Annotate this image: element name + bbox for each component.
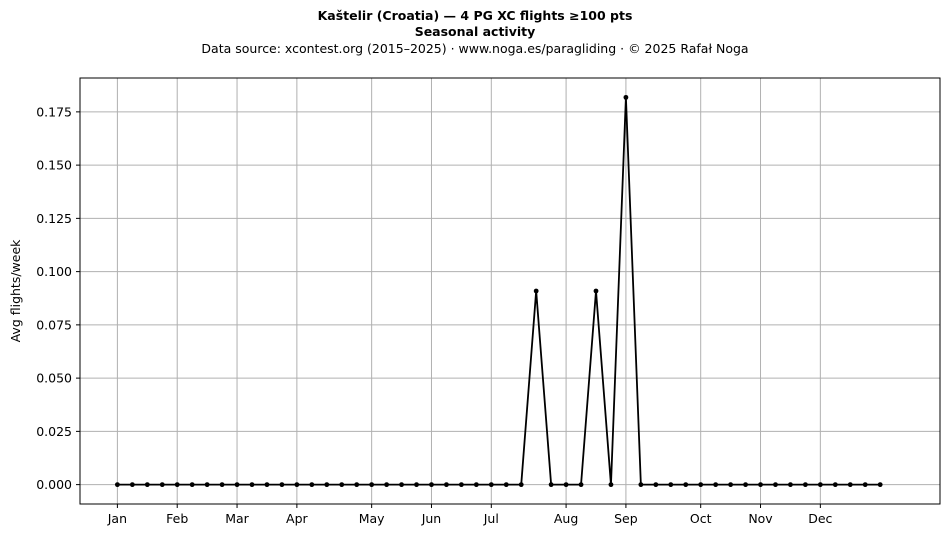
data-point	[563, 482, 569, 488]
data-point	[847, 482, 853, 488]
x-tick-label: Apr	[286, 511, 308, 526]
data-point	[309, 482, 315, 488]
series-line	[117, 96, 881, 486]
data-point	[817, 482, 823, 488]
plot-frame	[79, 77, 941, 505]
data-point	[743, 482, 748, 488]
y-tick-label: 0.125	[36, 211, 72, 226]
data-point	[533, 288, 539, 294]
data-point	[174, 482, 180, 488]
x-tick-label: Feb	[166, 511, 188, 526]
chart-title: Kaštelir (Croatia) — 4 PG XC flights ≥10…	[317, 8, 633, 23]
data-point	[354, 482, 360, 488]
data-point	[369, 482, 375, 488]
y-axis-label: Avg flights/week	[8, 239, 23, 343]
data-point	[668, 482, 674, 488]
data-point	[324, 482, 330, 488]
x-tick-label: Jun	[421, 511, 442, 526]
data-point	[189, 482, 195, 488]
data-point	[399, 482, 404, 488]
data-point	[114, 482, 120, 488]
data-point	[802, 482, 808, 488]
x-tick-label: Jul	[483, 511, 499, 526]
data-point	[444, 482, 449, 488]
y-tick-label: 0.025	[36, 424, 72, 439]
data-point	[653, 482, 659, 488]
data-point	[458, 482, 464, 488]
x-tick-label: Aug	[554, 511, 578, 526]
data-point	[294, 482, 300, 488]
data-point	[503, 482, 509, 488]
x-tick-label: Nov	[748, 511, 773, 526]
y-tick-label: 0.050	[36, 371, 72, 386]
x-tick-label: May	[359, 511, 385, 526]
data-point	[862, 482, 868, 488]
x-tick-label: Dec	[808, 511, 832, 526]
data-point	[159, 482, 165, 488]
data-point	[608, 482, 614, 488]
data-point	[264, 482, 270, 488]
data-point	[144, 482, 150, 488]
x-tick-label: Jan	[107, 511, 127, 526]
data-point	[713, 482, 719, 488]
data-point	[204, 482, 210, 488]
data-point	[877, 482, 883, 488]
data-point	[414, 482, 419, 488]
chart-subtitle: Seasonal activity	[414, 24, 536, 39]
grid-lines	[80, 78, 940, 504]
data-point	[788, 482, 793, 488]
data-point	[832, 482, 838, 488]
data-point	[518, 482, 524, 488]
data-point	[473, 482, 479, 488]
data-point	[548, 482, 554, 488]
y-axis: 0.000 0.025 0.050 0.075 0.100 0.125 0.150 0.175	[36, 104, 80, 492]
data-point	[623, 94, 629, 100]
data-point	[129, 482, 135, 488]
data-point	[773, 482, 778, 488]
data-point	[728, 482, 734, 488]
data-point	[488, 482, 494, 488]
y-tick-label: 0.100	[36, 264, 72, 279]
data-point	[219, 482, 225, 488]
y-tick-label: 0.000	[36, 477, 72, 492]
data-point	[698, 482, 704, 488]
data-point	[578, 482, 584, 488]
data-point	[429, 482, 434, 488]
data-point	[758, 482, 763, 488]
chart-source-line: Data source: xcontest.org (2015–2025) · …	[201, 41, 749, 56]
data-point	[339, 482, 345, 488]
data-point	[683, 482, 689, 488]
data-point	[638, 482, 644, 488]
series-line-group	[114, 94, 883, 488]
x-tick-label: Oct	[690, 511, 712, 526]
y-tick-label: 0.075	[36, 317, 72, 332]
x-tick-label: Mar	[225, 511, 249, 526]
x-axis: Jan Feb Mar Apr May Jun Jul Aug Sep Oct Nov Dec	[107, 504, 833, 526]
data-point	[279, 482, 285, 488]
data-point	[384, 482, 390, 488]
chart-title-block: Kaštelir (Croatia) — 4 PG XC flights ≥10…	[0, 8, 950, 58]
x-tick-label: Sep	[614, 511, 638, 526]
y-tick-label: 0.175	[36, 104, 72, 119]
data-point	[593, 288, 599, 294]
data-point	[234, 482, 240, 488]
data-point	[249, 482, 255, 488]
y-tick-label: 0.150	[36, 158, 72, 173]
